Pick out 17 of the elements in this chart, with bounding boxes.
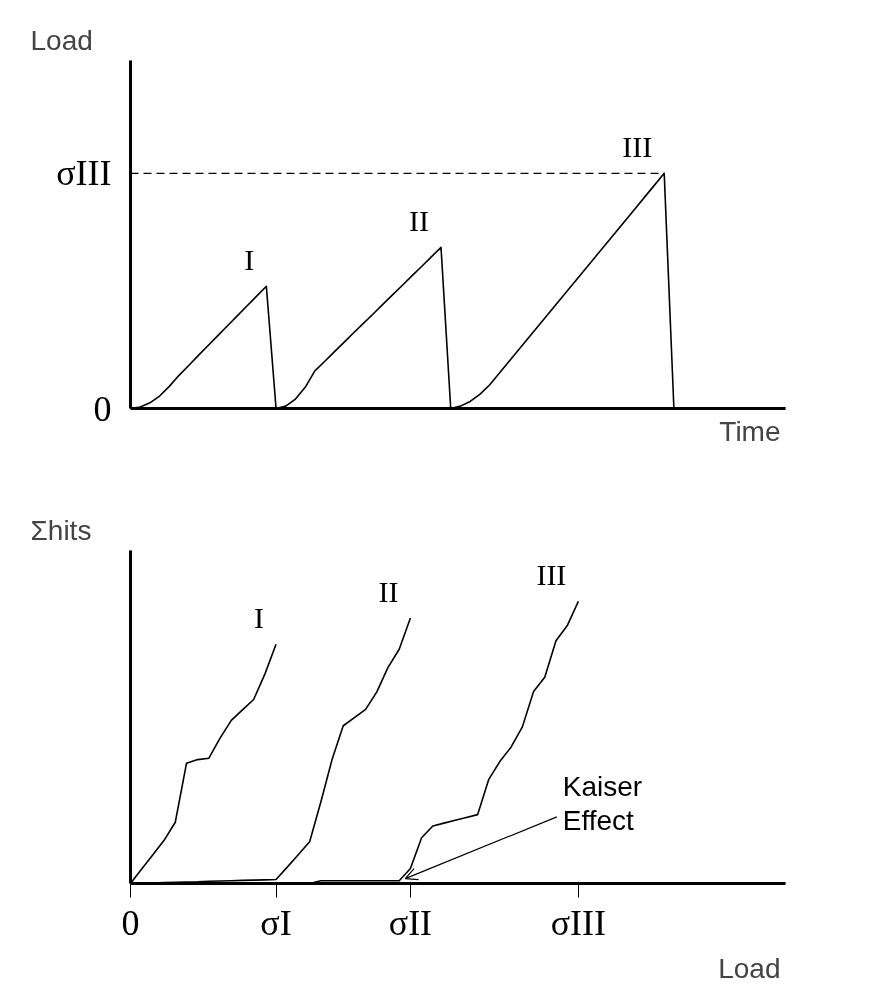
series-label: II [409,204,430,238]
ref-line-label: σIII [56,153,112,194]
x-axis-title: Time [719,415,781,447]
x-tick-label: σI [260,902,292,943]
y-axis-title: Σhits [30,514,92,546]
series-label: II [378,574,399,608]
annotation: Kaiser Effect [562,771,643,837]
series-label: III [536,558,567,592]
x-axis-title: Load [718,952,781,984]
x-tick-label: 0 [121,902,140,943]
y-axis-title: Load [30,24,93,56]
series-label: III [622,130,653,164]
series-label: I [254,601,265,635]
x-tick-label: σIII [550,902,607,943]
x-tick-label: σII [388,902,433,943]
series-label: I [244,243,255,277]
ref-line-label: 0 [93,388,112,429]
